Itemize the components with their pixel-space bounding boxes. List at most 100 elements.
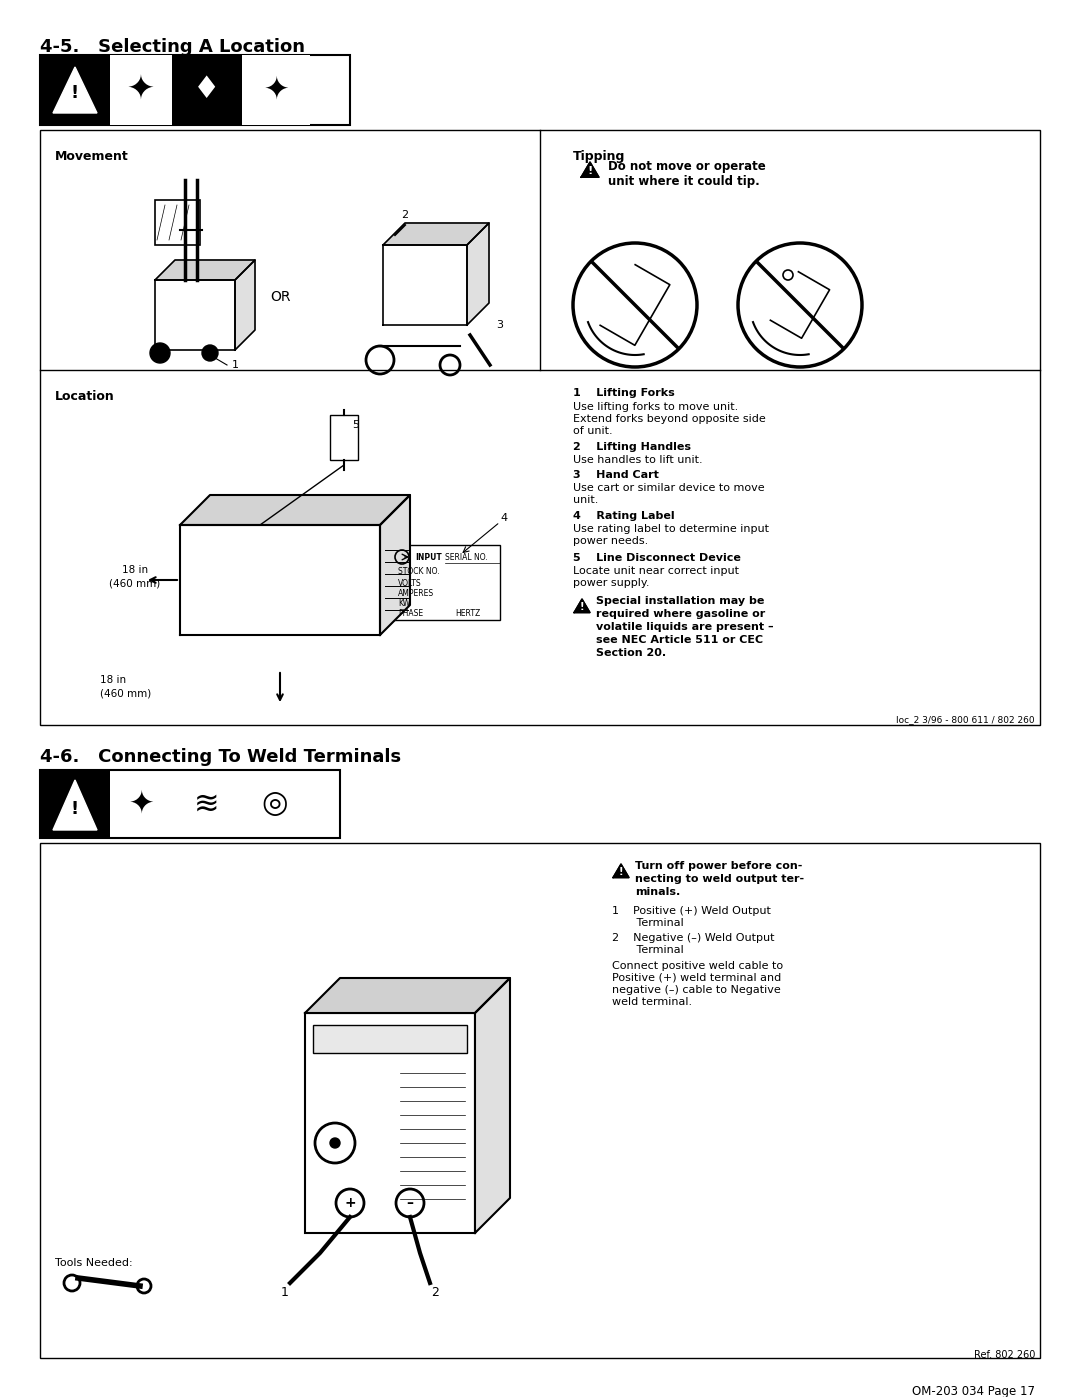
Text: of unit.: of unit. (573, 426, 612, 436)
Text: AMPERES: AMPERES (399, 590, 434, 598)
Text: required where gasoline or: required where gasoline or (596, 609, 766, 619)
Text: Extend forks beyond opposite side: Extend forks beyond opposite side (573, 414, 766, 425)
Text: (460 mm): (460 mm) (109, 578, 161, 590)
Text: +: + (345, 1196, 355, 1210)
Text: Connect positive weld cable to: Connect positive weld cable to (612, 961, 783, 971)
Text: !: ! (71, 800, 79, 819)
Circle shape (150, 344, 170, 363)
Text: weld terminal.: weld terminal. (612, 997, 692, 1007)
Polygon shape (613, 863, 629, 877)
Text: STOCK NO.: STOCK NO. (399, 567, 440, 576)
Polygon shape (53, 780, 97, 830)
Text: 4-5.   Selecting A Location: 4-5. Selecting A Location (40, 38, 305, 56)
Text: ✦: ✦ (127, 74, 156, 106)
Bar (40, 54, 110, 124)
Text: 2    Negative (–) Weld Output: 2 Negative (–) Weld Output (612, 933, 774, 943)
Text: Tipping: Tipping (573, 149, 625, 163)
Bar (110, 54, 172, 124)
Polygon shape (770, 272, 829, 338)
Text: negative (–) cable to Negative: negative (–) cable to Negative (612, 985, 781, 995)
Text: Section 20.: Section 20. (596, 648, 666, 658)
Text: Use lifting forks to move unit.: Use lifting forks to move unit. (573, 402, 739, 412)
Text: !: ! (580, 602, 584, 612)
Text: 5    Line Disconnect Device: 5 Line Disconnect Device (573, 553, 741, 563)
Text: VOLTS: VOLTS (399, 578, 421, 588)
Text: SERIAL NO.: SERIAL NO. (445, 553, 488, 562)
Text: !: ! (71, 84, 79, 102)
Bar (242, 54, 310, 124)
Bar (330, 415, 357, 460)
Polygon shape (383, 244, 467, 326)
Text: 4: 4 (500, 513, 508, 522)
Polygon shape (156, 260, 255, 279)
Bar (172, 54, 242, 124)
Text: INPUT: INPUT (415, 553, 442, 562)
Text: OR: OR (270, 291, 291, 305)
Text: necting to weld output ter-: necting to weld output ter- (635, 875, 805, 884)
Text: power supply.: power supply. (573, 578, 649, 588)
Text: Turn off power before con-: Turn off power before con- (635, 861, 802, 870)
Text: ✦: ✦ (264, 75, 288, 105)
Text: ≋: ≋ (194, 789, 219, 819)
Polygon shape (180, 495, 410, 525)
Text: 1: 1 (281, 1287, 289, 1299)
Text: KW: KW (399, 599, 410, 608)
Text: Location: Location (55, 390, 114, 402)
Text: Terminal: Terminal (612, 944, 684, 956)
Bar (390, 545, 500, 620)
Text: Positive (+) weld terminal and: Positive (+) weld terminal and (612, 972, 781, 983)
Text: ✦: ✦ (129, 789, 153, 819)
Polygon shape (573, 599, 590, 613)
Bar (40, 770, 110, 838)
Text: volatile liquids are present –: volatile liquids are present – (596, 622, 773, 631)
Text: unit.: unit. (573, 495, 598, 504)
Text: loc_2 3/96 - 800 611 / 802 260: loc_2 3/96 - 800 611 / 802 260 (896, 715, 1035, 724)
Polygon shape (475, 978, 510, 1234)
Text: minals.: minals. (635, 887, 680, 897)
Text: see NEC Article 511 or CEC: see NEC Article 511 or CEC (596, 636, 764, 645)
Polygon shape (305, 978, 510, 1013)
Polygon shape (383, 224, 489, 244)
Text: Tools Needed:: Tools Needed: (55, 1259, 133, 1268)
Polygon shape (235, 260, 255, 351)
Text: !: ! (588, 166, 593, 176)
Bar (40, 842, 1040, 1358)
Text: ♦: ♦ (193, 75, 220, 105)
Text: 1    Positive (+) Weld Output: 1 Positive (+) Weld Output (612, 907, 771, 916)
Text: Special installation may be: Special installation may be (596, 597, 765, 606)
Polygon shape (53, 67, 97, 113)
Bar (40, 54, 350, 124)
Text: 3: 3 (497, 320, 503, 330)
FancyBboxPatch shape (305, 1013, 475, 1234)
Text: Use cart or similar device to move: Use cart or similar device to move (573, 483, 765, 493)
Text: PHASE: PHASE (399, 609, 423, 617)
Text: Movement: Movement (55, 149, 129, 163)
Text: Use rating label to determine input: Use rating label to determine input (573, 524, 769, 534)
Text: 4-6.   Connecting To Weld Terminals: 4-6. Connecting To Weld Terminals (40, 747, 401, 766)
Text: power needs.: power needs. (573, 536, 648, 546)
Polygon shape (600, 264, 670, 345)
FancyBboxPatch shape (313, 1025, 467, 1053)
Text: 18 in: 18 in (122, 564, 148, 576)
Text: Locate unit near correct input: Locate unit near correct input (573, 566, 739, 576)
Text: 2    Lifting Handles: 2 Lifting Handles (573, 441, 691, 453)
Polygon shape (467, 224, 489, 326)
FancyBboxPatch shape (156, 200, 200, 244)
Text: 2: 2 (431, 1287, 438, 1299)
Text: 4    Rating Label: 4 Rating Label (573, 511, 675, 521)
Text: HERTZ: HERTZ (455, 609, 481, 617)
Bar (40, 130, 1040, 725)
Text: –: – (406, 1196, 414, 1210)
Polygon shape (180, 525, 380, 636)
Text: (460 mm): (460 mm) (100, 687, 151, 698)
Text: Ref. 802 260: Ref. 802 260 (974, 1350, 1035, 1361)
Polygon shape (380, 495, 410, 636)
Polygon shape (581, 162, 599, 177)
Text: Terminal: Terminal (612, 918, 684, 928)
Text: 1: 1 (231, 360, 239, 370)
Text: 2: 2 (402, 210, 408, 219)
Text: ◎: ◎ (261, 789, 288, 819)
Text: OM-203 034 Page 17: OM-203 034 Page 17 (912, 1384, 1035, 1397)
Text: !: ! (619, 868, 623, 877)
Polygon shape (156, 279, 235, 351)
